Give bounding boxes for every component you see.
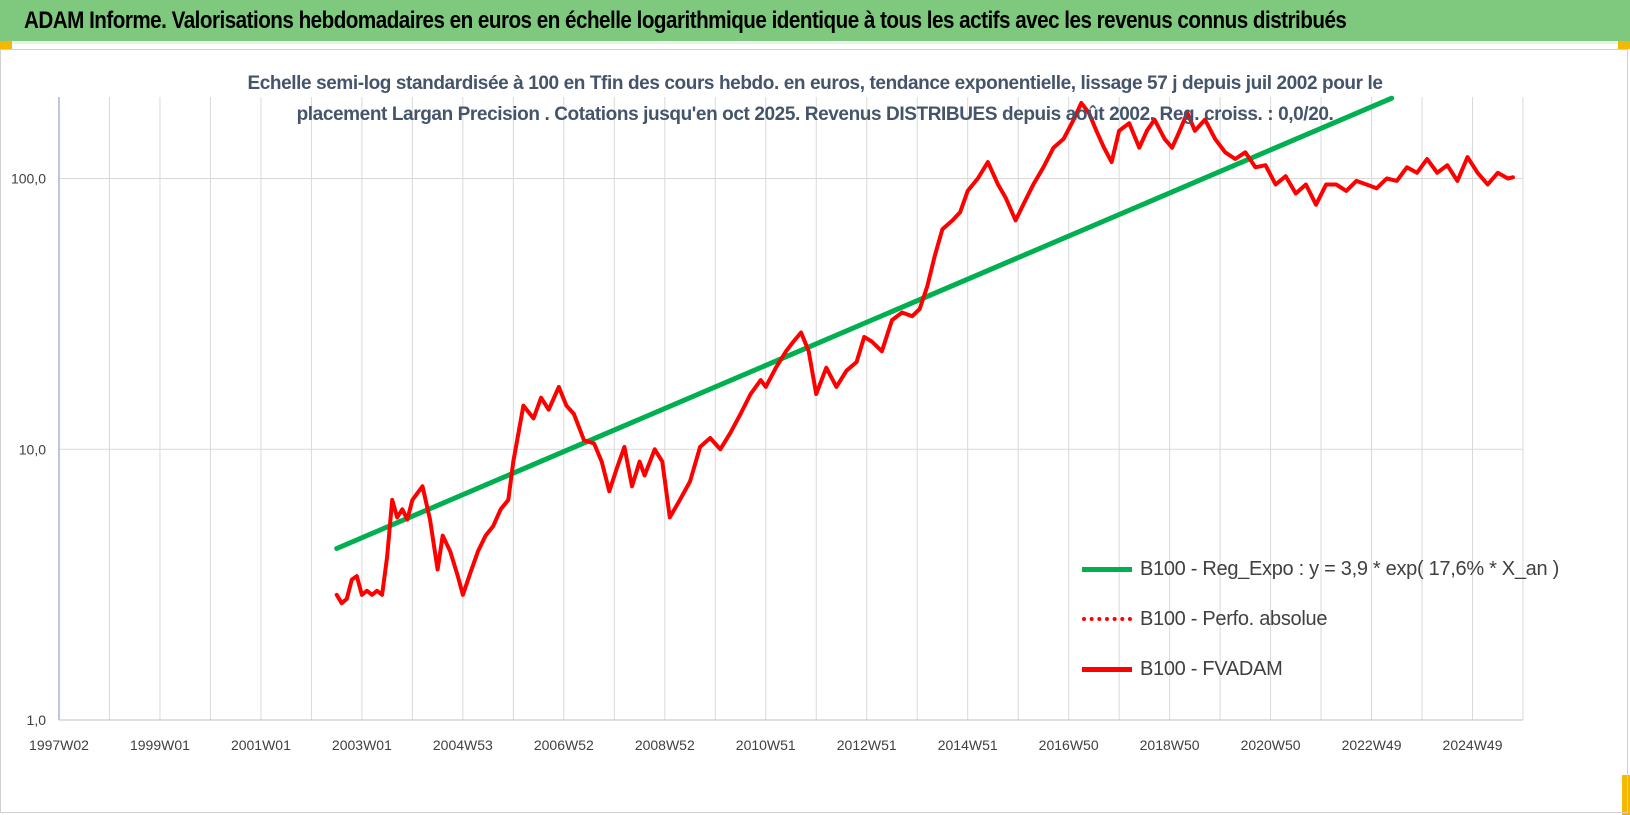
legend-item-fvadam: B100 - FVADAM: [1082, 644, 1562, 694]
y-tick-label: 10,0: [19, 441, 46, 457]
page-title: ADAM Informe. Valorisations hebdomadaire…: [24, 6, 1347, 34]
x-tick-label: 2010W51: [736, 737, 796, 753]
series-line-regression: [334, 95, 1395, 551]
x-tick-label: 2016W50: [1039, 737, 1099, 753]
chart-frame: [0, 49, 1628, 813]
chart-subtitle: Echelle semi-log standardisée à 100 en T…: [180, 68, 1450, 130]
x-tick-label: 2006W52: [534, 737, 594, 753]
chart-subtitle-line-1: Echelle semi-log standardisée à 100 en T…: [247, 73, 1383, 94]
legend-label-fvadam: B100 - FVADAM: [1140, 657, 1283, 680]
x-tick-label: 2022W49: [1342, 737, 1402, 753]
y-tick-label: 1,0: [27, 712, 47, 728]
x-tick-label: 2003W01: [332, 737, 392, 753]
legend-label-perfo: B100 - Perfo. absolue: [1140, 607, 1328, 630]
x-tick-label: 2001W01: [231, 737, 291, 753]
x-tick-label: 2012W51: [837, 737, 897, 753]
legend-swatch-perfo: [1082, 617, 1132, 621]
y-tick-label: 100,0: [11, 171, 46, 187]
x-tick-label: 2014W51: [938, 737, 998, 753]
corner-marker-left: [0, 41, 12, 49]
x-tick-label: 1997W02: [29, 737, 89, 753]
legend: B100 - Reg_Expo : y = 3,9 * exp( 17,6% *…: [1082, 544, 1562, 694]
x-tick-label: 2018W50: [1140, 737, 1200, 753]
corner-marker-bottom-right: [1622, 775, 1630, 815]
legend-item-regression: B100 - Reg_Expo : y = 3,9 * exp( 17,6% *…: [1082, 544, 1562, 594]
x-tick-label: 2020W50: [1241, 737, 1301, 753]
legend-swatch-regression: [1082, 566, 1132, 572]
x-tick-label: 2008W52: [635, 737, 695, 753]
legend-item-perfo: B100 - Perfo. absolue: [1082, 594, 1562, 644]
x-tick-label: 1999W01: [130, 737, 190, 753]
series-line-fvadam: [334, 101, 1515, 606]
x-tick-label: 2024W49: [1443, 737, 1503, 753]
chart-subtitle-line-2: placement Largan Precision . Cotations j…: [296, 104, 1334, 125]
legend-label-regression: B100 - Reg_Expo : y = 3,9 * exp( 17,6% *…: [1140, 557, 1559, 580]
series: [334, 95, 1515, 606]
legend-swatch-fvadam: [1082, 666, 1132, 672]
header-bar: ADAM Informe. Valorisations hebdomadaire…: [0, 0, 1630, 44]
axes: 1,0 10,0 100,0 1997W02 1999W01 2001W01 2003W01…: [11, 97, 1523, 753]
x-tick-label: 2004W53: [433, 737, 493, 753]
corner-marker-right: [1618, 41, 1630, 49]
